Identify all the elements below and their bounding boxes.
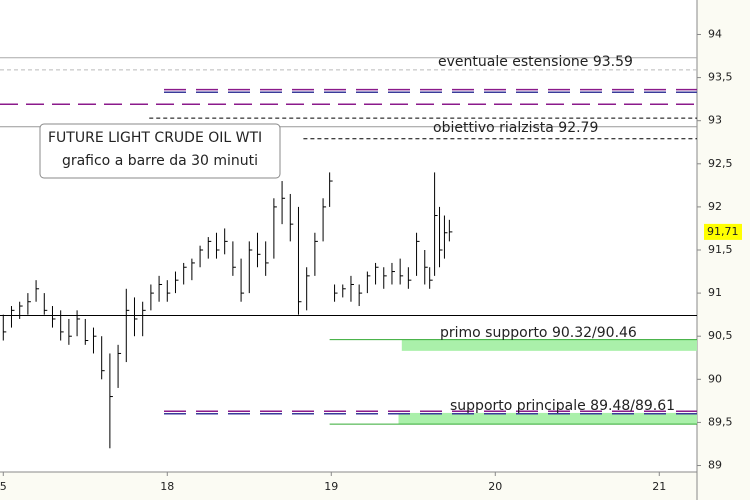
- price-axis-panel: [697, 0, 750, 500]
- last-price-box: [704, 223, 742, 240]
- support-band: [398, 412, 697, 425]
- time-axis-panel: [0, 472, 697, 500]
- y-tick-label: 91,5: [708, 243, 733, 256]
- y-tick-label: 89: [708, 459, 722, 472]
- x-tick-label: 19: [324, 480, 338, 493]
- annotation: obiettivo rialzista 92.79: [433, 120, 598, 136]
- annotation: supporto principale 89.48/89.61: [450, 398, 675, 414]
- chart-subtitle: grafico a barre da 30 minuti: [62, 153, 258, 169]
- chart-title: FUTURE LIGHT CRUDE OIL WTI: [48, 130, 262, 146]
- x-tick-label: 21: [652, 480, 666, 493]
- annotation: primo supporto 90.32/90.46: [440, 325, 637, 341]
- y-tick-label: 91: [708, 286, 722, 299]
- y-tick-label: 89,5: [708, 415, 733, 428]
- x-tick-label: 18: [160, 480, 174, 493]
- x-tick-label: 5: [0, 480, 7, 493]
- y-tick-label: 90: [708, 372, 722, 385]
- annotation: eventuale estensione 93.59: [438, 54, 633, 70]
- y-tick-label: 90,5: [708, 329, 733, 342]
- y-tick-label: 92: [708, 200, 722, 213]
- title-box: [39, 123, 281, 179]
- y-tick-label: 93,5: [708, 71, 733, 84]
- title-clip: FUTURE LIGHT CRUDE OIL WTI grafico a bar…: [48, 130, 262, 169]
- support-band: [401, 339, 697, 351]
- y-tick-label: 93: [708, 114, 722, 127]
- y-tick-label: 94: [708, 27, 722, 40]
- last-price-label: 91,71: [707, 225, 739, 238]
- y-tick-label: 92,5: [708, 157, 733, 170]
- plot: [0, 57, 697, 449]
- x-tick-label: 20: [488, 480, 502, 493]
